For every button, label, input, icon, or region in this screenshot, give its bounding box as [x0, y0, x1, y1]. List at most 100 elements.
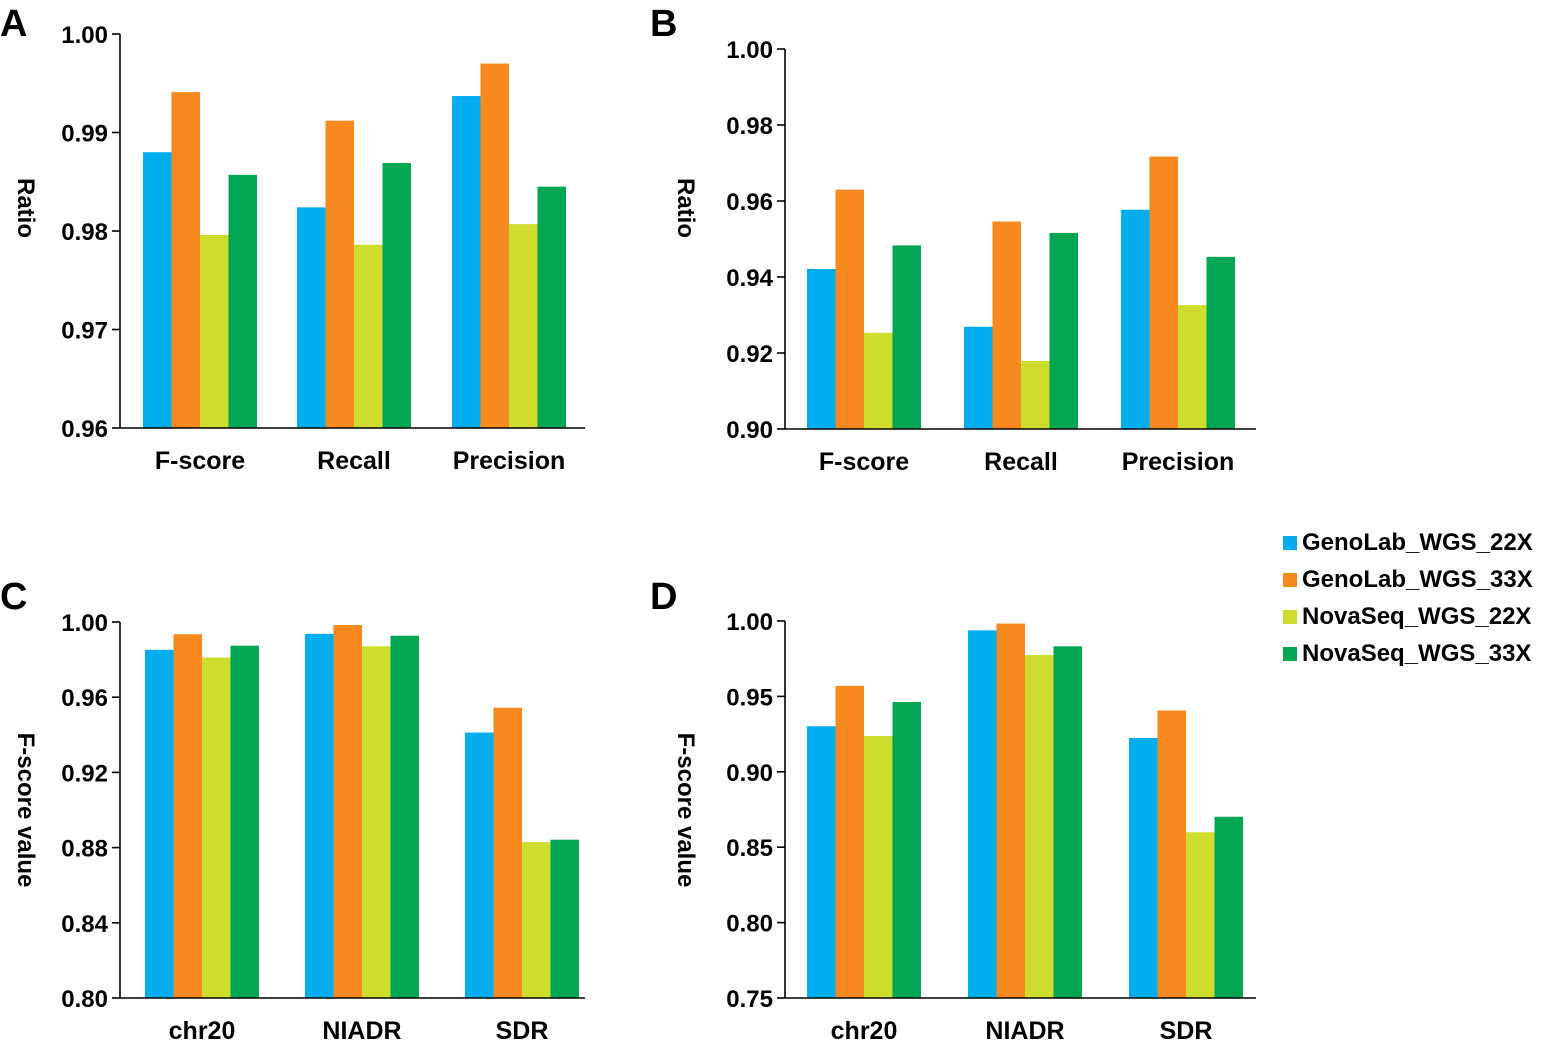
- bar-sdr-novaseq_wgs_22x: [522, 842, 551, 998]
- bar-precision-genolab_wgs_33x: [1149, 156, 1178, 430]
- x-tick-label: SDR: [496, 1017, 549, 1040]
- x-tick-label: SDR: [1160, 1017, 1213, 1040]
- legend-label: NovaSeq_WGS_22X: [1302, 603, 1531, 630]
- y-tick-label: 0.80: [726, 911, 773, 938]
- y-tick-label: 0.94: [726, 265, 773, 292]
- legend-label: GenoLab_WGS_33X: [1302, 566, 1533, 593]
- y-tick-label: 0.90: [726, 760, 773, 787]
- bar-f-score-novaseq_wgs_22x: [200, 234, 229, 428]
- y-tick-label: 1.00: [61, 22, 108, 49]
- bar-f-score-novaseq_wgs_33x: [892, 245, 921, 429]
- bar-precision-genolab_wgs_22x: [452, 96, 481, 429]
- bar-niadr-genolab_wgs_33x: [996, 623, 1025, 998]
- panel-letter: C: [0, 576, 27, 618]
- y-axis-label: F-score value: [672, 733, 699, 888]
- bar-sdr-genolab_wgs_33x: [1157, 710, 1186, 998]
- bar-sdr-novaseq_wgs_33x: [550, 839, 579, 998]
- bar-niadr-novaseq_wgs_22x: [362, 646, 391, 998]
- y-tick-label: 0.98: [726, 113, 773, 140]
- panel-C: C chr20 NIADR SDR 0.80 0.84 0.88 0.92 0.96 1.00 F…: [0, 576, 585, 1040]
- y-tick-label: 0.75: [726, 986, 773, 1013]
- bar-recall-novaseq_wgs_33x: [382, 163, 411, 428]
- bar-f-score-genolab_wgs_22x: [143, 152, 172, 428]
- bar-niadr-novaseq_wgs_22x: [1025, 655, 1054, 998]
- y-tick-label: 0.97: [61, 318, 108, 345]
- bar-recall-genolab_wgs_22x: [964, 326, 993, 429]
- y-tick-label: 0.90: [726, 417, 773, 444]
- bar-chr20-novaseq_wgs_33x: [892, 701, 921, 998]
- x-tick-label: F-score: [155, 447, 245, 475]
- y-axis-label: Ratio: [12, 178, 39, 238]
- bar-sdr-novaseq_wgs_22x: [1186, 832, 1215, 998]
- bar-precision-novaseq_wgs_22x: [509, 224, 538, 428]
- bar-f-score-genolab_wgs_22x: [807, 269, 836, 429]
- legend-label: NovaSeq_WGS_33X: [1302, 640, 1531, 667]
- bar-f-score-novaseq_wgs_33x: [228, 174, 257, 428]
- x-tick-label: NIADR: [985, 1017, 1064, 1040]
- bar-niadr-genolab_wgs_33x: [333, 625, 362, 998]
- panel-B: B F-score Recall Precision 0.90 0.92 0.94 0.96…: [650, 3, 1256, 476]
- bar-precision-novaseq_wgs_33x: [537, 186, 566, 428]
- y-axis-label: F-score value: [12, 733, 39, 888]
- bar-recall-genolab_wgs_33x: [992, 221, 1021, 429]
- bar-niadr-genolab_wgs_22x: [968, 630, 997, 998]
- x-tick-label: F-score: [819, 448, 909, 476]
- bar-recall-novaseq_wgs_22x: [354, 244, 383, 428]
- bar-chr20-genolab_wgs_33x: [835, 685, 864, 998]
- bar-chr20-novaseq_wgs_22x: [202, 657, 231, 998]
- bar-chr20-novaseq_wgs_22x: [864, 736, 893, 998]
- legend-swatch: [1283, 647, 1297, 661]
- y-tick-label: 0.95: [726, 684, 773, 711]
- bar-niadr-genolab_wgs_22x: [305, 633, 334, 998]
- bar-chr20-genolab_wgs_22x: [145, 649, 174, 998]
- x-tick-label: Recall: [984, 448, 1058, 476]
- bar-recall-novaseq_wgs_22x: [1021, 360, 1050, 429]
- bar-chr20-genolab_wgs_33x: [173, 634, 202, 998]
- y-tick-label: 0.92: [726, 341, 773, 368]
- bar-niadr-novaseq_wgs_33x: [390, 635, 419, 998]
- legend: GenoLab_WGS_22X GenoLab_WGS_33X NovaSeq_WG…: [1283, 529, 1533, 667]
- y-tick-label: 0.80: [61, 986, 108, 1013]
- x-tick-label: Recall: [317, 447, 391, 475]
- legend-label: GenoLab_WGS_22X: [1302, 529, 1533, 556]
- y-tick-label: 0.84: [61, 911, 108, 938]
- x-tick-label: Precision: [453, 447, 566, 475]
- x-tick-label: chr20: [831, 1017, 898, 1040]
- bar-f-score-genolab_wgs_33x: [171, 92, 200, 429]
- panel-D: D chr20 NIADR SDR 0.75 0.80 0.85 0.90 0.95 1.00 F…: [650, 576, 1256, 1040]
- panel-letter: B: [650, 3, 677, 45]
- bar-recall-novaseq_wgs_33x: [1049, 232, 1078, 429]
- panel-A: A F-score Recall Precision 0.96 0.97 0.98 0.99…: [0, 3, 585, 475]
- bar-recall-genolab_wgs_22x: [297, 207, 326, 428]
- y-tick-label: 0.85: [726, 835, 773, 862]
- y-tick-label: 0.96: [61, 685, 108, 712]
- bar-precision-genolab_wgs_22x: [1121, 209, 1150, 429]
- bar-precision-novaseq_wgs_33x: [1206, 256, 1235, 429]
- y-axis-label: Ratio: [672, 178, 699, 238]
- legend-swatch: [1283, 536, 1297, 550]
- y-tick-label: 1.00: [726, 37, 773, 64]
- bar-f-score-genolab_wgs_33x: [835, 189, 864, 429]
- y-tick-label: 0.92: [61, 760, 108, 787]
- bar-chr20-genolab_wgs_22x: [807, 726, 836, 998]
- bar-sdr-genolab_wgs_33x: [493, 707, 522, 998]
- x-tick-label: chr20: [169, 1017, 236, 1040]
- bar-f-score-novaseq_wgs_22x: [864, 332, 893, 429]
- bar-precision-novaseq_wgs_22x: [1178, 305, 1207, 429]
- y-tick-label: 0.98: [61, 219, 108, 246]
- y-tick-label: 0.96: [61, 416, 108, 443]
- panel-letter: A: [0, 3, 27, 45]
- y-tick-label: 1.00: [61, 610, 108, 637]
- legend-swatch: [1283, 610, 1297, 624]
- bar-niadr-novaseq_wgs_33x: [1053, 646, 1082, 998]
- y-tick-label: 1.00: [726, 609, 773, 636]
- y-tick-label: 0.96: [726, 189, 773, 216]
- legend-swatch: [1283, 573, 1297, 587]
- y-tick-label: 0.99: [61, 121, 108, 148]
- x-tick-label: Precision: [1122, 448, 1235, 476]
- bar-sdr-genolab_wgs_22x: [465, 732, 494, 998]
- bar-precision-genolab_wgs_33x: [480, 63, 509, 429]
- bar-chr20-novaseq_wgs_33x: [230, 645, 259, 998]
- bar-sdr-genolab_wgs_22x: [1129, 738, 1158, 998]
